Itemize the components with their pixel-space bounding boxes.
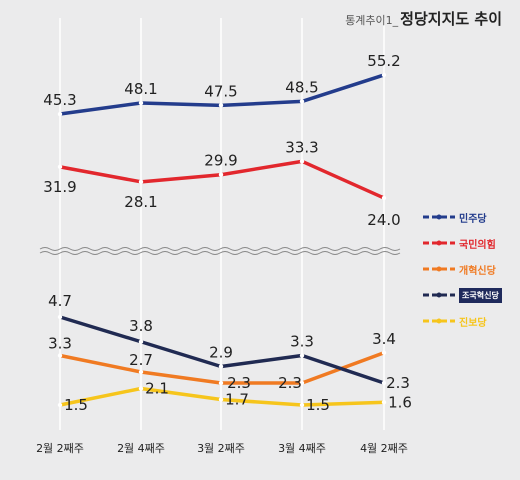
- legend-swatch: [423, 318, 455, 324]
- title-prefix: 통계추이1_: [345, 14, 399, 27]
- data-label-2-3: 2.3: [278, 374, 302, 392]
- x-tick-label-2: 3월 2째주: [197, 442, 245, 455]
- point-4-4: [381, 400, 387, 405]
- point-2-4: [381, 350, 387, 355]
- data-label-2-4: 3.4: [372, 330, 396, 348]
- legend-item-2: 개혁신당: [422, 256, 514, 282]
- point-2-2: [218, 380, 224, 386]
- series-line-4: [58, 386, 386, 407]
- data-label-1-1: 28.1: [124, 193, 157, 211]
- point-0-2: [218, 103, 224, 108]
- point-0-4: [381, 72, 387, 78]
- legend-label: 개혁신당: [459, 265, 496, 277]
- point-0-0: [57, 111, 63, 117]
- point-3-3: [299, 353, 305, 358]
- legend-label: 진보당: [459, 317, 487, 329]
- legend-swatch: [423, 214, 455, 220]
- point-3-0: [57, 314, 63, 320]
- legend-label: 조국혁신당: [459, 287, 502, 303]
- data-label-4-4: 1.6: [388, 393, 412, 411]
- data-label-4-3: 1.5: [306, 396, 330, 414]
- data-label-0-2: 47.5: [204, 82, 237, 100]
- point-0-1: [138, 100, 144, 106]
- legend-item-0: 민주당: [422, 204, 514, 230]
- x-tick-label-1: 2월 4째주: [117, 442, 165, 455]
- point-2-1: [138, 369, 144, 375]
- point-4-3: [299, 402, 305, 408]
- point-2-3: [299, 380, 305, 386]
- legend-swatch: [423, 292, 455, 298]
- point-2-0: [57, 353, 63, 358]
- data-label-0-4: 55.2: [367, 52, 400, 70]
- x-tick-label-3: 3월 4째주: [278, 442, 326, 455]
- x-tick-label-4: 4월 2째주: [360, 442, 408, 455]
- data-label-3-1: 3.8: [129, 317, 153, 335]
- legend-swatch: [423, 266, 455, 272]
- title-main: 정당지지도 추이: [400, 10, 502, 28]
- legend-swatch: [423, 240, 455, 246]
- chart-title: 통계추이1_ 정당지지도 추이: [345, 8, 502, 29]
- data-label-3-3: 3.3: [290, 333, 314, 351]
- data-label-0-1: 48.1: [124, 80, 157, 98]
- data-label-1-3: 33.3: [285, 138, 318, 156]
- data-label-3-0: 4.7: [48, 292, 72, 310]
- point-3-1: [138, 339, 144, 344]
- axis-break-bottom: [39, 251, 401, 255]
- legend-item-1: 국민의힘: [422, 230, 514, 256]
- data-label-1-4: 24.0: [367, 211, 400, 229]
- point-1-2: [218, 172, 224, 177]
- data-label-2-1: 2.7: [129, 351, 153, 369]
- data-label-2-2: 2.3: [227, 374, 251, 392]
- point-3-4: [381, 380, 387, 386]
- legend-label: 국민의힘: [459, 239, 496, 251]
- point-1-0: [57, 164, 63, 170]
- data-label-0-0: 45.3: [43, 91, 76, 109]
- data-label-4-1: 2.1: [145, 380, 169, 398]
- legend-label: 민주당: [459, 213, 487, 225]
- point-4-2: [218, 397, 224, 402]
- point-1-4: [381, 195, 387, 201]
- axis-break-top: [39, 247, 401, 251]
- legend-item-3: 조국혁신당: [422, 282, 514, 308]
- point-4-1: [138, 386, 144, 391]
- point-4-0: [57, 402, 63, 408]
- point-3-2: [218, 364, 224, 369]
- data-label-3-4: 2.3: [386, 374, 410, 392]
- data-label-2-0: 3.3: [48, 335, 72, 353]
- point-0-3: [299, 99, 305, 104]
- data-label-3-2: 2.9: [209, 344, 233, 362]
- point-1-3: [299, 159, 305, 164]
- data-label-4-2: 1.7: [225, 391, 249, 409]
- data-label-4-0: 1.5: [64, 396, 88, 414]
- point-1-1: [138, 179, 144, 185]
- legend-item-4: 진보당: [422, 308, 514, 334]
- data-label-1-0: 31.9: [43, 178, 76, 196]
- x-tick-label-0: 2월 2째주: [36, 442, 84, 455]
- data-label-0-3: 48.5: [285, 78, 318, 96]
- data-label-1-2: 29.9: [204, 152, 237, 170]
